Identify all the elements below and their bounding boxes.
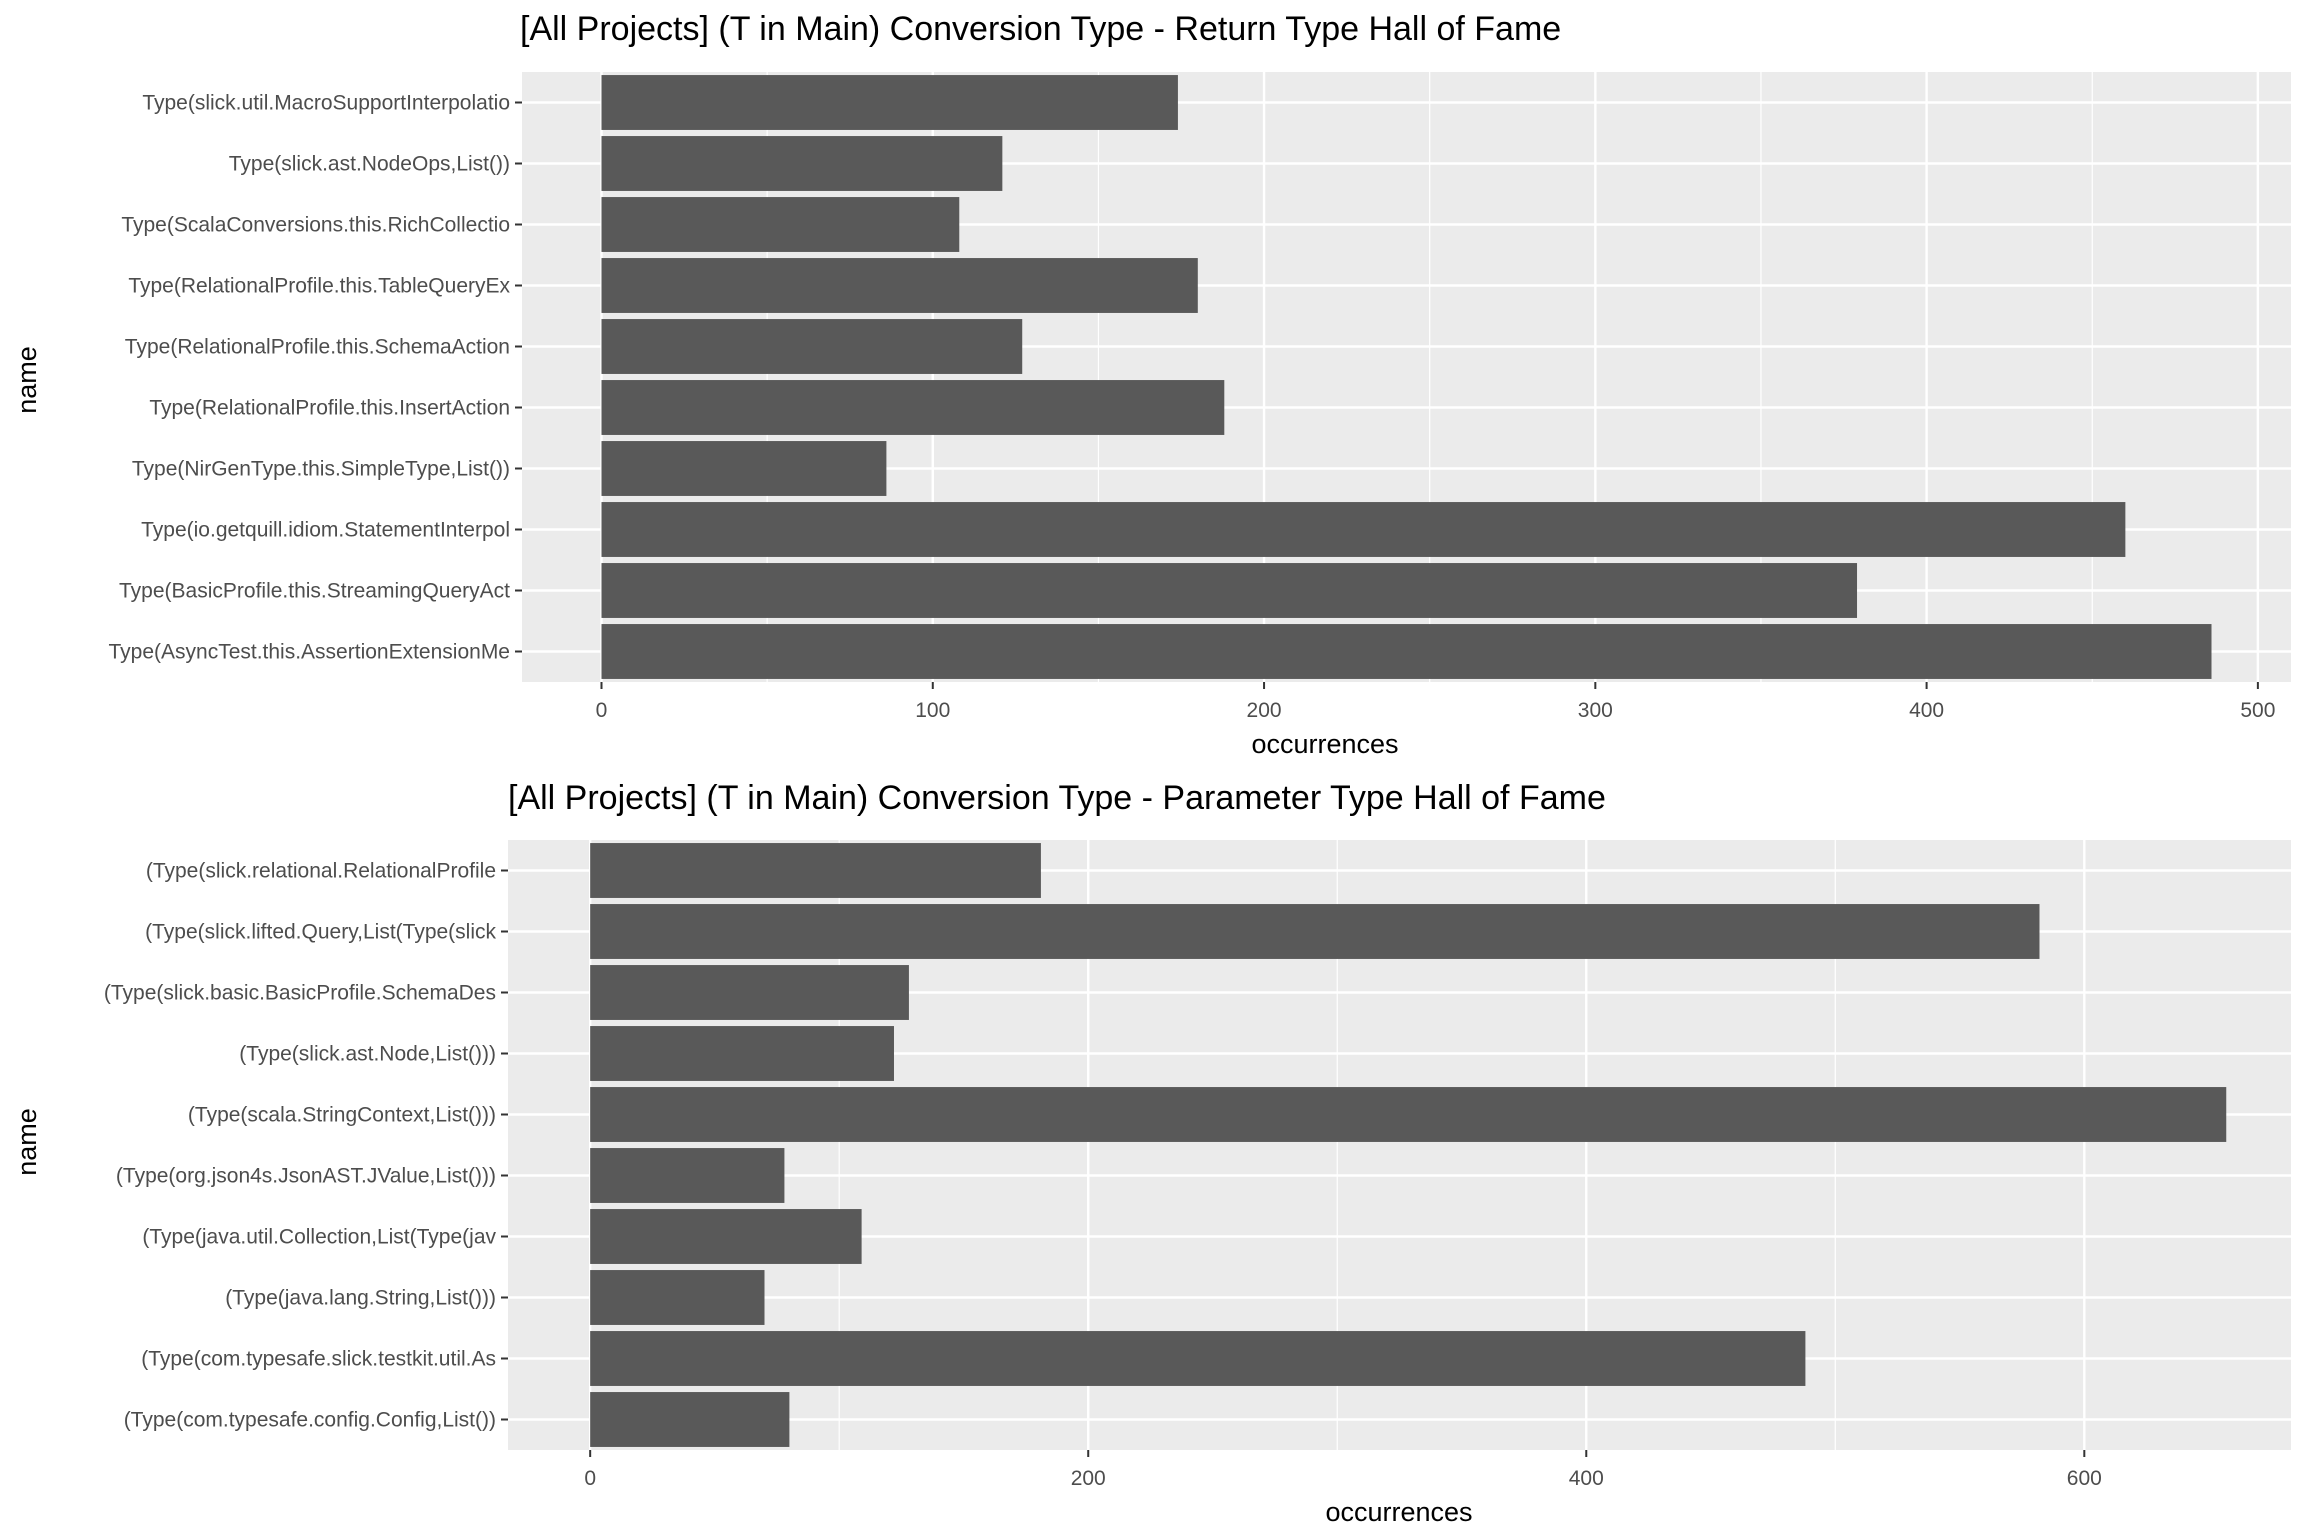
category-label: (Type(org.json4s.JsonAST.JValue,List())): [116, 1165, 496, 1188]
x-tick-label: 600: [2067, 1467, 2102, 1490]
x-tick-label: 100: [915, 699, 950, 722]
chart-title: [All Projects] (T in Main) Conversion Ty…: [520, 10, 1561, 48]
chart-title: [All Projects] (T in Main) Conversion Ty…: [508, 779, 1606, 817]
category-label: Type(ScalaConversions.this.RichCollectio: [121, 214, 510, 237]
return-type-chart: [All Projects] (T in Main) Conversion Ty…: [12, 10, 2291, 759]
bar: [590, 904, 2040, 959]
bar: [601, 319, 1023, 374]
x-tick-label: 300: [1578, 699, 1613, 722]
x-tick-label: 200: [1247, 699, 1282, 722]
category-label: Type(RelationalProfile.this.TableQueryEx: [128, 275, 510, 298]
x-tick-label: 400: [1569, 1467, 1604, 1490]
category-label: (Type(slick.ast.Node,List())): [239, 1043, 496, 1066]
category-label: Type(slick.ast.NodeOps,List()): [229, 153, 510, 176]
bar: [590, 1026, 894, 1081]
bar: [601, 136, 1003, 191]
category-label: Type(BasicProfile.this.StreamingQueryAct: [119, 580, 510, 603]
x-tick-label: 400: [1909, 699, 1944, 722]
x-axis-title: occurrences: [1251, 729, 1398, 759]
bar: [601, 441, 887, 496]
category-label: Type(RelationalProfile.this.InsertAction: [149, 397, 510, 420]
bar: [601, 624, 2212, 679]
bar: [590, 1148, 785, 1203]
bar: [590, 1331, 1806, 1386]
category-label: (Type(com.typesafe.config.Config,List()): [124, 1409, 496, 1432]
bar: [601, 258, 1198, 313]
bar: [590, 965, 909, 1020]
x-axis-title: occurrences: [1325, 1497, 1472, 1527]
bar: [590, 1270, 765, 1325]
category-label: Type(NirGenType.this.SimpleType,List()): [132, 458, 510, 481]
parameter-type-chart: [All Projects] (T in Main) Conversion Ty…: [12, 779, 2291, 1527]
bar: [601, 502, 2126, 557]
bar: [590, 1087, 2227, 1142]
category-label: Type(RelationalProfile.this.SchemaAction: [125, 336, 510, 359]
category-label: Type(io.getquill.idiom.StatementInterpol: [141, 519, 510, 542]
category-label: (Type(com.typesafe.slick.testkit.util.As: [141, 1348, 496, 1371]
y-axis-title: name: [12, 346, 42, 414]
x-tick-label: 0: [596, 699, 608, 722]
y-axis-title: name: [12, 1108, 42, 1176]
category-label: (Type(java.util.Collection,List(Type(jav: [142, 1226, 496, 1249]
bar: [601, 563, 1858, 618]
bar: [601, 197, 960, 252]
category-label: Type(AsyncTest.this.AssertionExtensionMe: [108, 641, 510, 664]
bar: [590, 1392, 790, 1447]
x-tick-label: 500: [2240, 699, 2275, 722]
category-label: (Type(slick.basic.BasicProfile.SchemaDes: [104, 982, 496, 1005]
bar: [590, 843, 1041, 898]
bar: [601, 75, 1178, 130]
bar: [590, 1209, 862, 1264]
category-label: (Type(scala.StringContext,List())): [188, 1104, 496, 1127]
x-tick-label: 200: [1071, 1467, 1106, 1490]
category-label: (Type(slick.relational.RelationalProfile: [146, 860, 496, 883]
category-label: (Type(slick.lifted.Query,List(Type(slick: [145, 921, 496, 944]
category-label: Type(slick.util.MacroSupportInterpolatio: [142, 92, 510, 115]
bar: [601, 380, 1225, 435]
category-label: (Type(java.lang.String,List())): [225, 1287, 496, 1310]
x-tick-label: 0: [584, 1467, 596, 1490]
